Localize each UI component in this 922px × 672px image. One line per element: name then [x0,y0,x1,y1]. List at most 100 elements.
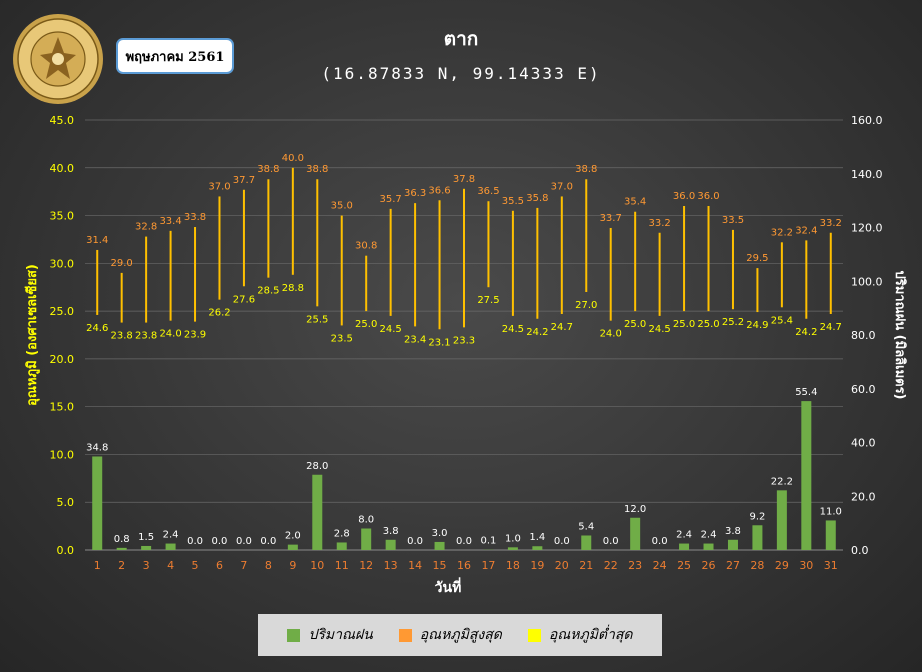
temperature-range-bar [194,227,197,322]
legend-swatch-rain [287,628,301,642]
tmax-data-label: 38.8 [257,164,279,175]
x-tick-label: 24 [653,559,667,572]
temperature-range-bar [585,179,588,292]
rain-data-label: 1.0 [505,533,521,544]
rain-data-label: 1.4 [529,532,545,543]
rain-bar [801,401,812,550]
rain-data-label: 0.1 [480,536,496,547]
temperature-range-bar [658,232,661,316]
x-tick-label: 20 [555,559,569,572]
tmax-data-label: 37.0 [551,181,573,192]
rain-bar [312,474,323,550]
temperature-range-bar [609,227,612,321]
y-right-tick-label: 20.0 [851,490,876,503]
tmin-data-label: 25.0 [673,319,695,330]
tmax-data-label: 38.8 [575,164,597,175]
temperature-range-bar [511,210,514,316]
temperature-range-bar [242,189,245,287]
tmax-data-label: 36.0 [697,191,719,202]
tmin-data-label: 24.9 [746,320,768,331]
tmin-data-label: 24.7 [551,322,573,333]
tmax-data-label: 29.5 [746,253,768,264]
tmax-data-label: 36.5 [477,186,499,197]
legend-label-rain: ปริมาณฝน [308,627,373,643]
rain-data-label: 2.8 [334,528,350,539]
y-left-tick-label: 35.0 [50,210,75,223]
y-left-tick-label: 15.0 [50,401,75,414]
rain-bar [116,547,127,550]
y-right-tick-label: 120.0 [851,222,883,235]
tmin-data-label: 27.6 [233,294,255,305]
temperature-range-bar [340,215,343,326]
rain-data-label: 28.0 [306,461,328,472]
rain-data-label: 3.8 [725,526,741,537]
rain-bar [361,528,372,550]
rain-data-label: 0.0 [260,536,276,547]
tmin-data-label: 24.2 [526,327,548,338]
temperature-range-bar [805,240,808,319]
x-tick-label: 11 [335,559,349,572]
x-tick-label: 1 [94,559,101,572]
tmin-data-label: 23.8 [111,331,133,342]
x-tick-label: 16 [457,559,471,572]
rain-data-label: 0.0 [456,536,472,547]
meteorological-department-logo [13,14,103,104]
temperature-range-bar [780,242,783,308]
legend-item-tmax: อุณหภูมิสูงสุด [398,624,502,646]
y-right-tick-label: 0.0 [851,544,869,557]
y-left-tick-label: 30.0 [50,257,75,270]
tmin-data-label: 28.8 [282,283,304,294]
tmin-data-label: 24.0 [600,329,622,340]
temperature-range-bar [291,167,294,275]
rain-bar [165,543,176,550]
y-left-axis-title: อุณหภูมิ (องศาเซลเซียส) [24,264,40,406]
legend-item-tmin: อุณหภูมิต่ำสุด [527,624,633,646]
y-right-tick-label: 140.0 [851,168,883,181]
legend-label-tmin: อุณหภูมิต่ำสุด [548,627,633,643]
temperature-range-bar [169,230,172,321]
y-left-tick-label: 45.0 [50,114,75,127]
tmin-data-label: 25.0 [624,319,646,330]
x-tick-label: 4 [167,559,174,572]
rain-data-label: 8.0 [358,515,374,526]
rain-bar [141,545,152,550]
rain-data-label: 2.4 [701,530,717,541]
rain-bar [679,543,690,550]
rain-bar [581,535,592,550]
y-right-tick-label: 80.0 [851,329,876,342]
rain-bar [532,546,543,550]
x-tick-label: 19 [530,559,544,572]
temperature-range-bar [731,229,734,310]
temperature-range-bar [463,188,465,328]
x-tick-label: 23 [628,559,642,572]
tmin-data-label: 23.4 [404,334,426,345]
rain-data-label: 9.2 [749,511,765,522]
rain-bar [825,520,836,550]
tmax-data-label: 38.8 [306,164,328,175]
tmax-data-label: 32.4 [795,225,817,236]
rain-bar [385,539,396,550]
x-tick-label: 7 [240,559,247,572]
tmin-data-label: 24.0 [159,329,181,340]
temperature-range-bar [438,200,441,330]
x-tick-label: 12 [359,559,373,572]
x-tick-label: 27 [726,559,740,572]
temperature-range-bar [829,232,832,314]
temperature-range-bar [218,196,221,300]
temperature-range-bar [120,272,123,323]
temperature-range-bar [560,196,563,314]
x-tick-label: 15 [433,559,447,572]
tmax-data-label: 35.7 [380,194,402,205]
x-tick-label: 21 [579,559,593,572]
x-tick-label: 10 [310,559,324,572]
rain-data-label: 22.2 [771,476,793,487]
x-tick-label: 25 [677,559,691,572]
tmax-data-label: 37.8 [453,174,475,185]
rain-bar [752,525,763,550]
rain-data-label: 0.0 [187,536,203,547]
chart-subtitle: (16.87833 N, 99.14333 E) [321,64,601,83]
x-tick-label: 8 [265,559,272,572]
y-right-tick-label: 40.0 [851,437,876,450]
tmin-data-label: 23.9 [184,330,206,341]
